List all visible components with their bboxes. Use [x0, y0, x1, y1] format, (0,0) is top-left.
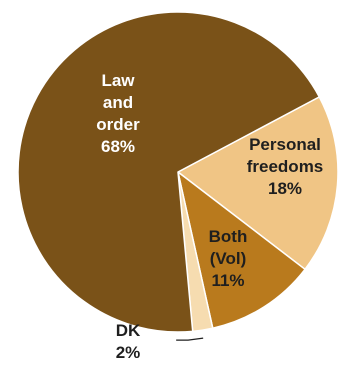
slice-label-line: 2%: [116, 343, 141, 362]
slice-label-line: order: [96, 115, 140, 134]
slice-label-law-and-order: Law and order 68%: [96, 71, 140, 156]
pie-slice-both-vol: [177, 171, 306, 329]
slice-label-line: Personal: [249, 135, 321, 154]
slice-label-both-vol: Both (Vol) 11%: [209, 227, 248, 290]
slice-label-line: 18%: [268, 179, 302, 198]
slice-label-line: Law: [101, 71, 135, 90]
slice-label-line: freedoms: [247, 157, 324, 176]
slice-label-line: 11%: [211, 271, 244, 290]
slice-label-line: DK: [116, 321, 141, 340]
pie-slice-personal-freedoms: [177, 96, 339, 271]
slice-label-line: (Vol): [210, 249, 247, 268]
dk-leader-line: [176, 337, 204, 341]
slice-label-line: and: [103, 93, 133, 112]
pie-slice-law-and-order: [17, 11, 321, 333]
slice-labels: Law and order 68% Personal freedoms 18% Both (Vo…: [96, 71, 323, 362]
slice-label-personal-freedoms: Personal freedoms 18%: [247, 135, 324, 198]
slice-label-line: Both: [209, 227, 248, 246]
pie-slices: [17, 11, 339, 333]
slice-label-dk: DK 2%: [116, 321, 141, 362]
leader-lines: [176, 337, 204, 341]
slice-label-line: 68%: [101, 137, 135, 156]
